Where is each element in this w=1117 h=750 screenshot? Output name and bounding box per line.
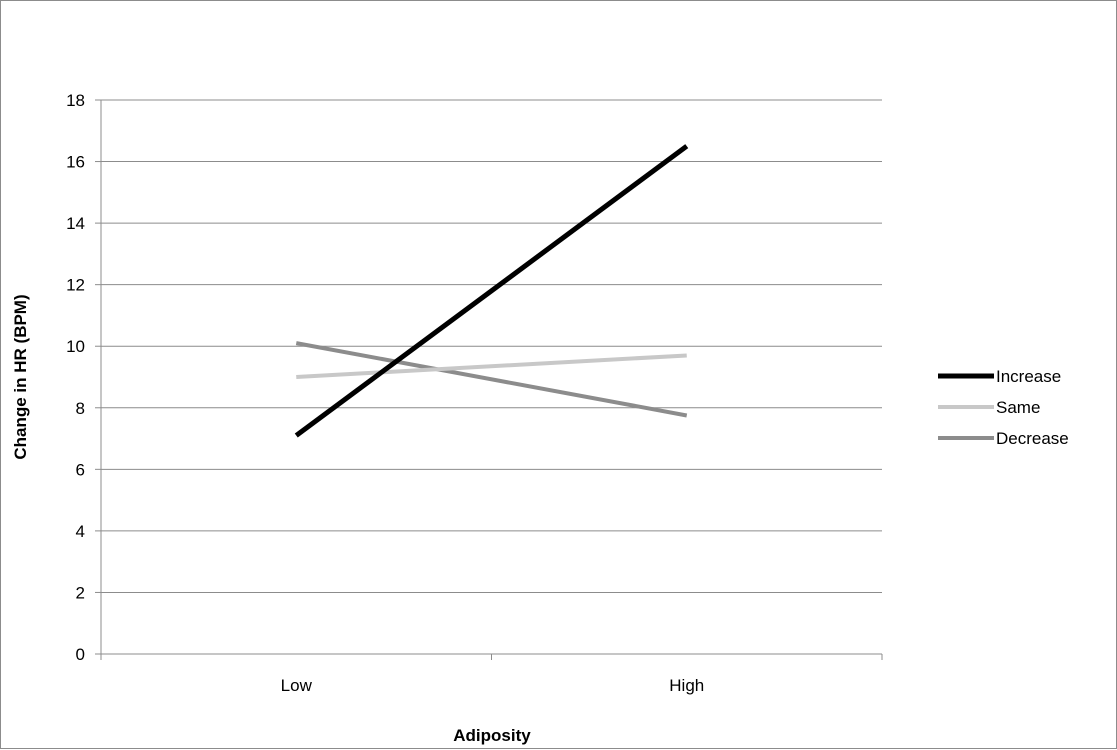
x-tick-label-low: Low (281, 676, 313, 695)
y-tick-label-12: 12 (66, 276, 85, 295)
y-tick-label-16: 16 (66, 153, 85, 172)
legend-label-same: Same (996, 398, 1040, 417)
y-tick-label-10: 10 (66, 337, 85, 356)
x-axis-title: Adiposity (453, 726, 531, 745)
legend-label-increase: Increase (996, 367, 1061, 386)
legend: Increase Same Decrease (938, 367, 1069, 448)
series-lines (294, 144, 689, 438)
y-tick-label-2: 2 (76, 583, 85, 602)
y-tick-label-14: 14 (66, 214, 85, 233)
y-axis-title: Change in HR (BPM) (11, 294, 30, 459)
gridlines (101, 99, 882, 593)
series-line-same (296, 353, 687, 379)
y-tick-label-18: 18 (66, 91, 85, 110)
axes (95, 99, 883, 660)
y-tick-label-0: 0 (76, 645, 85, 664)
series-line-increase (294, 144, 689, 438)
x-tick-label-high: High (669, 676, 704, 695)
legend-label-decrease: Decrease (996, 429, 1069, 448)
y-tick-label-4: 4 (76, 522, 85, 541)
series-line-decrease (295, 341, 688, 418)
y-tick-label-6: 6 (76, 460, 85, 479)
y-tick-label-8: 8 (76, 399, 85, 418)
y-tick-labels: 0 2 4 6 8 10 12 14 16 18 (66, 91, 85, 664)
x-tick-labels: Low High (281, 676, 705, 695)
